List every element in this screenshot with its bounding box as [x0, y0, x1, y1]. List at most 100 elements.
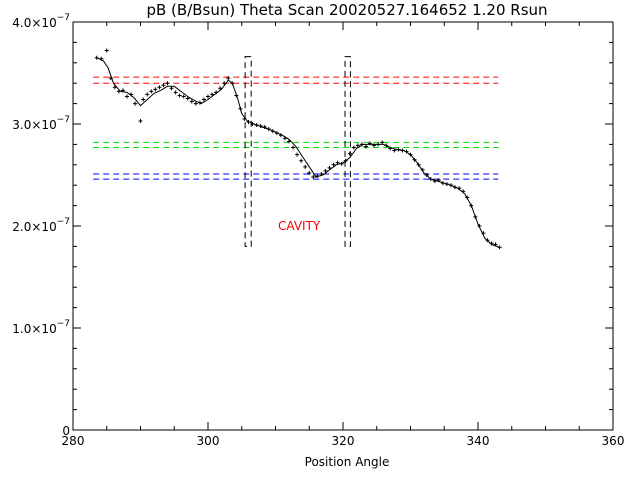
data-point [116, 89, 121, 94]
data-point [149, 89, 154, 94]
data-point [133, 101, 138, 106]
data-point [388, 146, 393, 151]
data-point [258, 124, 263, 129]
data-point [181, 94, 186, 99]
data-point [497, 245, 502, 250]
data-point [489, 241, 494, 246]
cavity-boundary-box [244, 56, 252, 247]
data-point [120, 88, 125, 93]
data-point [319, 171, 324, 176]
x-tick-label: 280 [62, 434, 85, 448]
data-point [112, 85, 117, 90]
data-point [493, 242, 498, 247]
data-point [138, 118, 143, 123]
data-point [404, 149, 409, 154]
smoothed-curve [96, 57, 500, 248]
y-tick-label: 2.0×10−7 [12, 217, 70, 234]
data-point [287, 139, 291, 144]
data-point [234, 93, 239, 98]
data-points [94, 48, 502, 250]
data-point [145, 92, 150, 97]
data-point [230, 81, 235, 86]
data-point [461, 189, 466, 194]
data-point [384, 143, 389, 148]
boundary-boxes [244, 56, 351, 247]
data-point [177, 93, 182, 98]
y-tick-label: 1.0×10−7 [12, 319, 70, 336]
data-point [363, 144, 368, 149]
cavity-label: CAVITY [278, 219, 321, 233]
y-tick-label: 0 [62, 424, 70, 438]
data-point [396, 147, 401, 152]
data-point [444, 182, 449, 187]
cavity-boundary-box [344, 56, 351, 247]
data-point [315, 174, 320, 179]
data-point [222, 81, 227, 86]
data-point [250, 122, 255, 126]
data-point [420, 167, 425, 172]
data-point [125, 94, 129, 99]
data-point [262, 125, 267, 130]
data-point [242, 116, 247, 121]
data-point [94, 55, 99, 60]
data-point [104, 48, 109, 53]
data-point [299, 158, 304, 163]
data-point [372, 143, 377, 148]
data-point [185, 96, 190, 101]
data-point [278, 133, 283, 138]
data-point [226, 76, 231, 81]
data-point [206, 94, 210, 99]
data-point [169, 86, 174, 91]
data-point [157, 85, 162, 90]
data-point [331, 162, 336, 167]
data-point [201, 97, 206, 102]
data-point [161, 83, 166, 88]
data-point [327, 165, 332, 170]
data-point [465, 195, 470, 200]
data-point [355, 143, 360, 148]
data-point [400, 148, 405, 153]
data-point [303, 164, 308, 169]
data-point [440, 181, 445, 186]
data-point [238, 106, 243, 111]
reference-lines [93, 76, 499, 180]
data-point [457, 186, 462, 191]
y-axis: 0 1.0×10−7 2.0×10−7 3.0×10−7 4.0×10−7 [12, 13, 613, 438]
data-point [453, 185, 458, 190]
data-point [108, 76, 113, 81]
data-point [165, 81, 170, 86]
data-point [343, 158, 348, 163]
data-point [449, 183, 453, 188]
x-tick-label: 360 [602, 434, 625, 448]
data-point [380, 140, 385, 145]
data-point [469, 203, 474, 208]
data-point [282, 136, 287, 141]
data-point [347, 151, 352, 156]
data-point [485, 238, 490, 243]
data-point [129, 92, 134, 97]
data-point [424, 173, 429, 177]
data-point [473, 214, 478, 219]
data-point [432, 179, 437, 184]
data-point [141, 97, 146, 102]
annotations: CAVITY [278, 219, 321, 233]
data-point [359, 142, 364, 147]
data-point [153, 87, 158, 92]
data-point [408, 152, 413, 157]
data-point [368, 141, 372, 146]
data-point [307, 170, 312, 175]
data-point [295, 152, 300, 157]
data-point [412, 157, 417, 162]
data-point [323, 168, 328, 173]
data-point [291, 145, 296, 150]
data-point [270, 129, 275, 134]
data-point [376, 142, 381, 147]
data-point [351, 145, 356, 150]
data-point [210, 92, 215, 97]
y-tick-label: 3.0×10−7 [12, 115, 70, 132]
data-point [392, 148, 397, 153]
x-tick-label: 300 [197, 434, 220, 448]
data-point [274, 131, 279, 136]
x-tick-label: 320 [332, 434, 355, 448]
data-point [214, 90, 219, 95]
